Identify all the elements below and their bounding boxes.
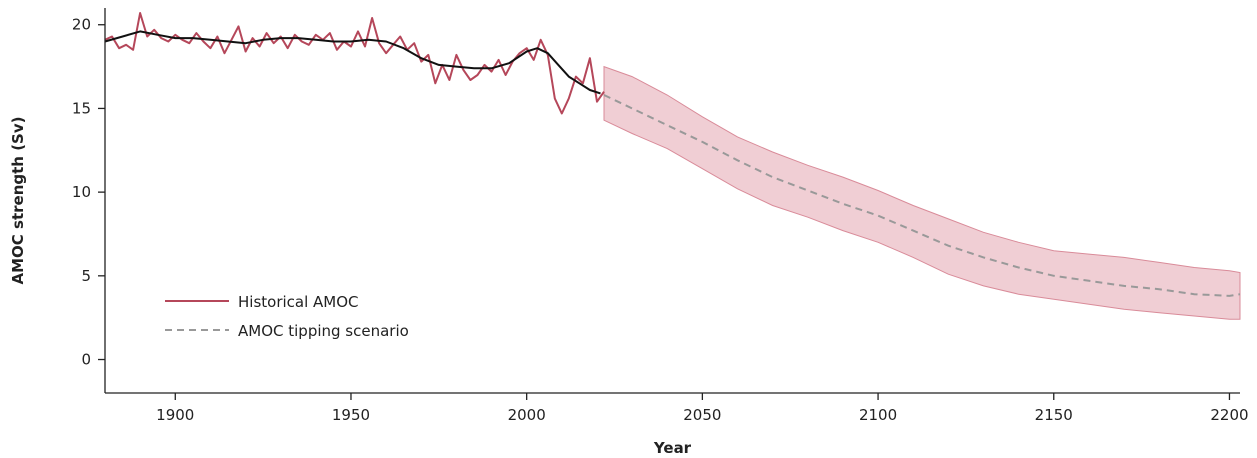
x-axis-title: Year <box>653 439 692 457</box>
y-tick-label: 15 <box>72 99 91 117</box>
smoothed-amoc-line <box>104 30 601 95</box>
historical-amoc-line <box>104 12 605 115</box>
legend-label-scenario: AMOC tipping scenario <box>238 322 409 340</box>
x-tick-label: 2000 <box>508 406 546 424</box>
y-tick-label: 20 <box>72 16 91 34</box>
uncertainty-band <box>603 65 1241 320</box>
axes: 0 5 10 15 20 1900 1950 2000 2050 2100 2150 2200 <box>72 8 1249 424</box>
x-tick-label: 2150 <box>1035 406 1073 424</box>
x-tick-label: 2200 <box>1210 406 1248 424</box>
legend: Historical AMOC AMOC tipping scenario <box>165 293 409 340</box>
y-tick-label: 5 <box>81 267 91 285</box>
x-tick-label: 2050 <box>683 406 721 424</box>
x-tick-label: 2100 <box>859 406 897 424</box>
legend-label-historical: Historical AMOC <box>238 293 359 311</box>
y-axis-title: AMOC strength (Sv) <box>9 117 27 285</box>
x-tick-label: 1900 <box>156 406 194 424</box>
series-lines <box>104 12 1241 297</box>
y-tick-label: 10 <box>72 183 91 201</box>
y-tick-label: 0 <box>81 351 91 369</box>
scenario-uncertainty-band <box>603 65 1241 320</box>
x-tick-label: 1950 <box>332 406 370 424</box>
